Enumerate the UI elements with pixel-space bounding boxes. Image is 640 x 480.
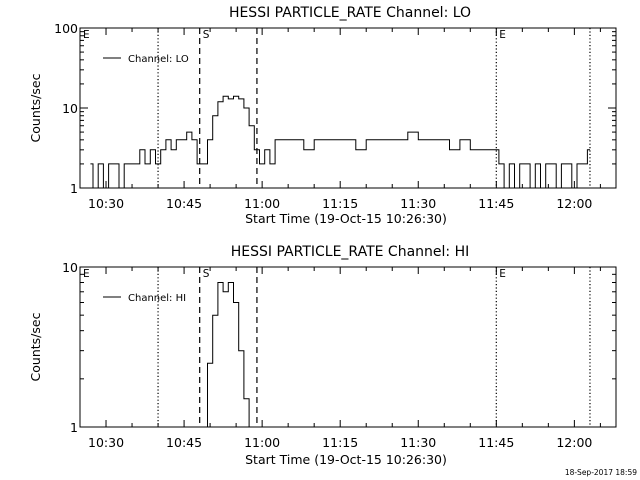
legend: Channel: LO: [103, 54, 189, 65]
plot-frame: [79, 266, 617, 428]
x-tick-label: 11:00: [244, 196, 280, 211]
y-axis-label: Counts/sec: [28, 312, 43, 381]
x-tick-label: 10:30: [88, 196, 124, 211]
marker-label: E: [499, 29, 506, 41]
x-tick-label: 12:00: [556, 435, 592, 450]
marker-label: E: [83, 29, 90, 41]
footer-timestamp: 18-Sep-2017 18:59: [565, 468, 637, 477]
y-tick-label: 1: [70, 420, 78, 435]
x-axis-label: Start Time (19-Oct-15 10:26:30): [245, 452, 447, 467]
x-tick-label: 11:15: [322, 435, 358, 450]
series-line: [90, 95, 590, 189]
series-line: [204, 282, 252, 428]
x-tick-label: 11:00: [244, 435, 280, 450]
x-tick-label: 10:45: [166, 435, 202, 450]
y-tick-label: 100: [54, 21, 78, 36]
legend-entry: Channel: HI: [128, 293, 186, 304]
marker-label: S: [203, 268, 210, 280]
x-tick-label: 11:15: [322, 196, 358, 211]
x-axis: 10:30 10:45 11:00 11:15 11:30 11:45 12:00: [79, 28, 601, 211]
x-tick-label: 12:00: [556, 196, 592, 211]
x-tick-label: 11:45: [478, 196, 514, 211]
legend-entry: Channel: LO: [128, 54, 189, 65]
x-tick-label: 11:45: [478, 435, 514, 450]
x-tick-label: 11:30: [400, 196, 436, 211]
y-tick-label: 10: [62, 101, 78, 116]
x-tick-label: 11:30: [400, 435, 436, 450]
marker-label: E: [83, 268, 90, 280]
chart-title: HESSI PARTICLE_RATE Channel: LO: [229, 5, 471, 21]
y-axis: 1 10: [62, 260, 616, 435]
y-tick-label: 10: [62, 260, 78, 275]
y-tick-label: 1: [70, 181, 78, 196]
legend: Channel: HI: [103, 293, 186, 304]
hi-channel-panel: HESSI PARTICLE_RATE Channel: HI 10:30 10:…: [28, 244, 617, 467]
x-tick-label: 10:30: [88, 435, 124, 450]
x-axis-label: Start Time (19-Oct-15 10:26:30): [245, 211, 447, 226]
y-axis-label: Counts/sec: [28, 73, 43, 142]
lo-channel-panel: HESSI PARTICLE_RATE Channel: LO 10:30 10:…: [28, 5, 617, 226]
chart-title: HESSI PARTICLE_RATE Channel: HI: [231, 244, 469, 260]
x-axis: 10:30 10:45 11:00 11:15 11:30 11:45 12:00: [79, 267, 601, 450]
x-tick-label: 10:45: [166, 196, 202, 211]
marker-label: E: [499, 268, 506, 280]
y-axis: 1 10 100: [54, 21, 616, 196]
marker-label: S: [203, 29, 210, 41]
